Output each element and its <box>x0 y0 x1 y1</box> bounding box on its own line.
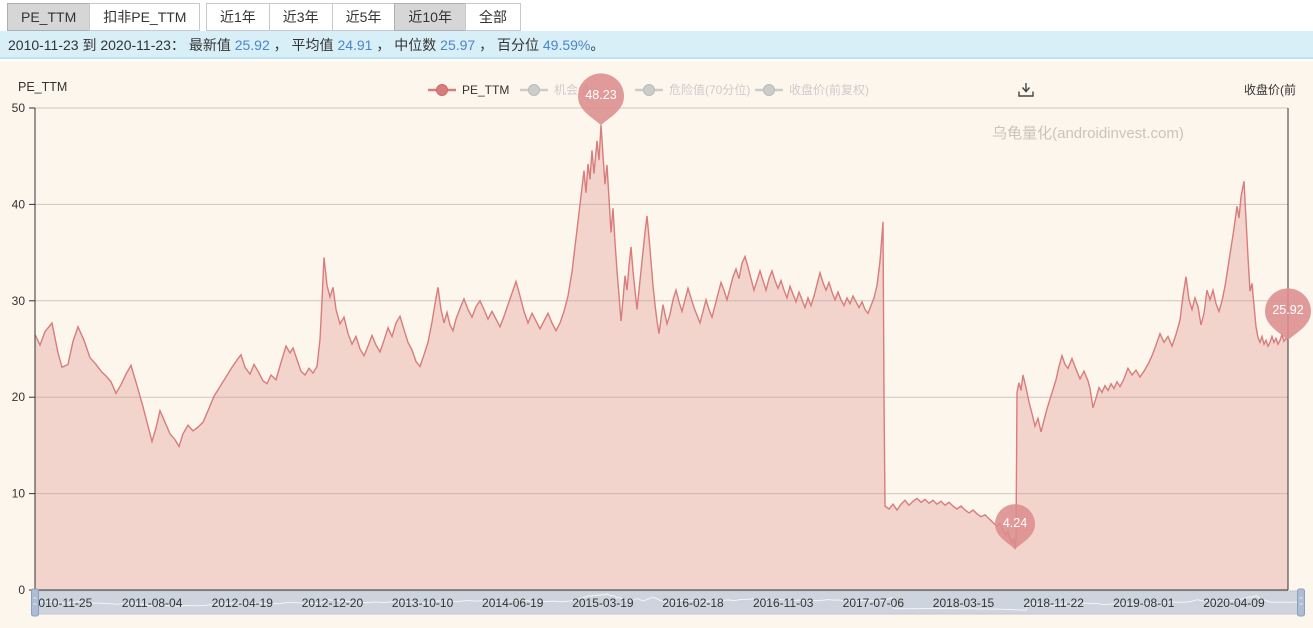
range-buttons: 近1年 近3年 近5年 近10年 全部 <box>206 3 521 31</box>
range-button[interactable]: 近10年 <box>394 3 466 31</box>
stat-value: 24.91 <box>337 37 373 53</box>
legend-item-label: PE_TTM <box>462 83 509 97</box>
y-tick-label: 10 <box>12 487 26 501</box>
x-tick-label: 2014-06-19 <box>482 596 544 610</box>
metric-tab[interactable]: PE_TTM <box>7 3 91 31</box>
y-tick-label: 30 <box>12 294 26 308</box>
legend-marker-dot <box>436 84 448 96</box>
download-tray <box>1018 91 1034 97</box>
x-tick-label: 2012-12-20 <box>302 596 364 610</box>
marker-pin-label: 48.23 <box>585 88 616 102</box>
summary-bar: 2010-11-23 到 2020-11-23： 最新值 25.92 ， 平均值… <box>0 31 1313 59</box>
marker-pin-label: 25.92 <box>1272 303 1303 317</box>
stat-value: 25.92 <box>234 37 270 53</box>
y-tick-label: 40 <box>12 197 26 211</box>
min-value-marker: 4.24 <box>995 504 1035 550</box>
last-value-marker: 25.92 <box>1265 288 1311 341</box>
stat-separator: ， <box>475 37 497 53</box>
range-button[interactable]: 全部 <box>464 3 521 31</box>
stat-separator: 。 <box>590 37 605 53</box>
marker-pin <box>578 73 624 126</box>
x-tick-label: 2015-03-19 <box>572 596 634 610</box>
metric-tab[interactable]: 扣非PE_TTM <box>89 3 201 31</box>
stat-label: 百分位 <box>496 37 543 53</box>
legend-item-label: 收盘价(前复权) <box>789 82 869 97</box>
x-tick-label: 2016-02-18 <box>662 596 724 610</box>
handle-grip-body <box>1297 588 1305 617</box>
legend-marker-dot <box>763 84 775 96</box>
series-area <box>35 125 1288 590</box>
x-tick-label: 2019-08-01 <box>1113 596 1175 610</box>
legend-marker-dot <box>528 84 540 96</box>
range-button[interactable]: 近3年 <box>268 3 333 31</box>
metric-tabs: PE_TTM 扣非PE_TTM <box>7 3 201 31</box>
y-tick-label: 50 <box>12 101 26 115</box>
x-tick-label: 2012-04-19 <box>212 596 274 610</box>
legend-item[interactable]: PE_TTM <box>428 83 509 97</box>
y-axis-name: PE_TTM <box>18 80 67 94</box>
summary-stats: 最新值 25.92 ， 平均值 24.91 ， 中位数 25.97 ， 百分位 … <box>189 37 605 53</box>
legend-item-label: 危险值(70分位) <box>669 82 750 97</box>
x-tick-label: 2016-11-03 <box>753 596 814 610</box>
x-tick-label: 2010-11-25 <box>32 596 93 610</box>
x-tick-label: 2018-11-22 <box>1023 596 1084 610</box>
chart-background <box>0 61 1313 628</box>
stat-label: 最新值 <box>188 37 235 53</box>
marker-pin <box>995 504 1035 550</box>
x-tick-label: 2013-10-10 <box>392 596 454 610</box>
date-range-label: 2010-11-23 到 2020-11-23： <box>8 37 185 53</box>
x-tick-label: 2020-04-09 <box>1203 596 1265 610</box>
stat-label: 中位数 <box>394 37 441 53</box>
legend-marker-dot <box>643 84 655 96</box>
marker-pin <box>1265 288 1311 341</box>
download-arrow-head <box>1021 87 1031 93</box>
handle-grip-body <box>31 588 39 617</box>
stat-label: 平均值 <box>291 37 338 53</box>
range-button[interactable]: 近1年 <box>206 3 270 31</box>
x-tick-label: 2018-03-15 <box>933 596 995 610</box>
x-tick-label: 2017-07-06 <box>843 596 905 610</box>
datazoom-handle-right[interactable] <box>1297 588 1305 617</box>
stat-value: 25.97 <box>440 37 476 53</box>
stat-value: 49.59% <box>542 37 591 53</box>
marker-pin-label: 4.24 <box>1003 516 1027 530</box>
y-tick-label: 0 <box>18 583 25 597</box>
x-tick-label: 2011-08-04 <box>122 596 183 610</box>
series-line <box>34 125 1289 550</box>
watermark: 乌龟量化(androidinvest.com) <box>992 125 1184 142</box>
legend-item[interactable]: 危险值(70分位) <box>635 82 750 97</box>
y-tick-label: 20 <box>12 390 26 404</box>
datazoom-handle-left[interactable] <box>31 588 39 617</box>
range-button[interactable]: 近5年 <box>331 3 396 31</box>
datazoom-preview-line <box>34 593 1302 613</box>
max-value-marker: 48.23 <box>578 73 624 126</box>
stat-separator: ， <box>269 37 292 53</box>
legend-item[interactable]: 收盘价(前复权) <box>755 82 869 97</box>
y2-axis-name: 收盘价(前 <box>1244 82 1296 97</box>
stat-separator: ， <box>372 37 395 53</box>
download-icon[interactable] <box>1018 83 1034 97</box>
